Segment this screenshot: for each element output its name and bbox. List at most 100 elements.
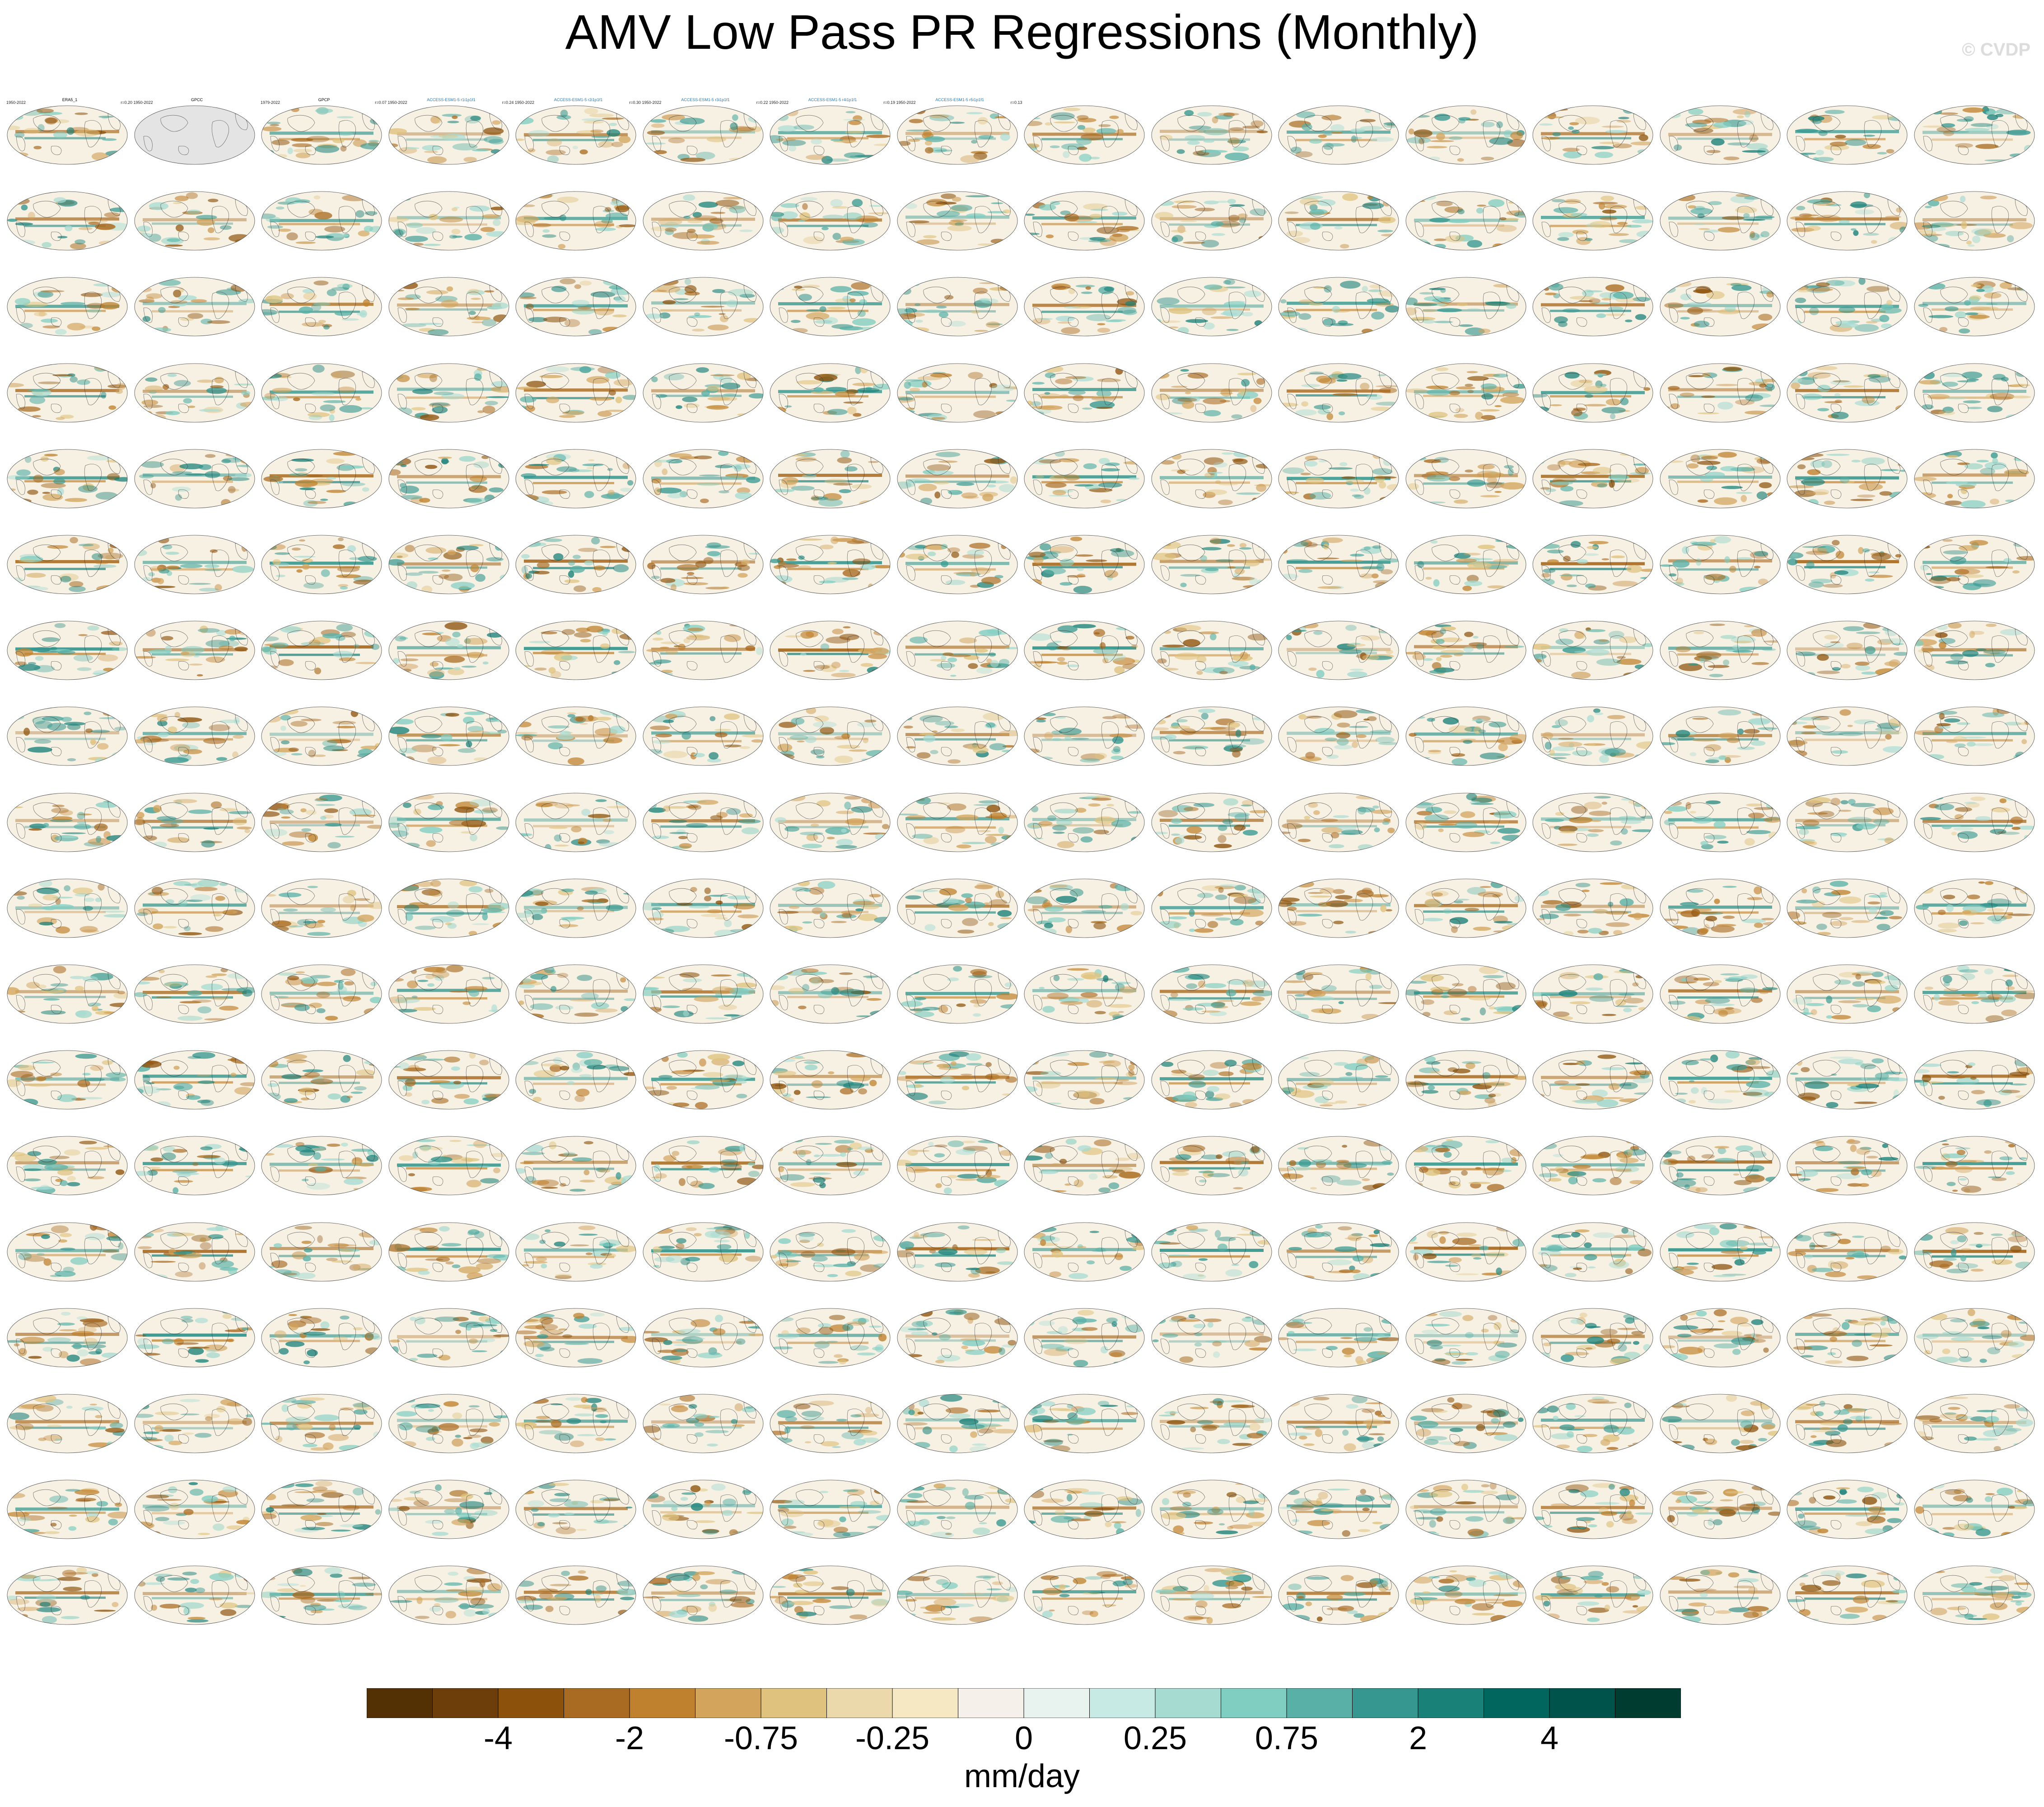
regression-map <box>1024 1222 1145 1281</box>
regression-map <box>1660 1394 1780 1453</box>
map-panel <box>1151 85 1278 171</box>
regression-map <box>770 191 891 251</box>
map-panel <box>6 429 133 514</box>
regression-map <box>1532 964 1653 1024</box>
map-panel <box>1151 343 1278 429</box>
map-panel <box>1659 171 1786 257</box>
regression-map <box>1660 363 1780 422</box>
panel-period-label: 1950-2022 <box>769 100 789 105</box>
regression-map <box>897 535 1017 594</box>
map-panel <box>1151 686 1278 772</box>
regression-map <box>261 1050 382 1110</box>
regression-map <box>643 105 763 165</box>
map-panel <box>1278 1030 1405 1116</box>
map-panel <box>1151 600 1278 686</box>
map-panel <box>1659 1202 1786 1288</box>
regression-map <box>134 793 255 852</box>
regression-map <box>1787 277 1908 336</box>
regression-map <box>261 105 382 165</box>
map-panel: 1950-2022 ACCESS-ESM1-5 r5i1p1f1 r=0.13 <box>896 85 1023 171</box>
regression-map <box>388 1394 509 1453</box>
regression-map <box>897 1565 1017 1625</box>
regression-map <box>897 105 1017 165</box>
regression-map <box>1660 1480 1780 1539</box>
regression-map <box>1660 105 1780 165</box>
map-panel <box>261 429 387 514</box>
regression-map <box>1024 535 1145 594</box>
regression-map <box>1914 706 2035 766</box>
colorbar-tick-label: -4 <box>483 1720 513 1756</box>
map-panel <box>261 1459 387 1545</box>
regression-map <box>1914 793 2035 852</box>
map-panel <box>642 1373 769 1459</box>
regression-map <box>134 1308 255 1368</box>
regression-map <box>1914 191 2035 251</box>
regression-map <box>1660 621 1780 680</box>
map-panel <box>1786 85 1913 171</box>
map-panel <box>1532 171 1659 257</box>
map-panel <box>134 772 261 858</box>
regression-map <box>1024 105 1145 165</box>
colorbar-tick-label: 2 <box>1409 1720 1428 1756</box>
colorbar-swatch <box>629 1688 695 1718</box>
regression-map <box>134 191 255 251</box>
panel-correlation-label: r=0.19 <box>883 100 895 105</box>
map-panel <box>261 1116 387 1201</box>
regression-map <box>261 1480 382 1539</box>
regression-map <box>1787 1308 1908 1368</box>
regression-map <box>643 1222 763 1281</box>
regression-map <box>1787 535 1908 594</box>
map-panel <box>1913 85 2040 171</box>
regression-map <box>261 793 382 852</box>
regression-map <box>1151 191 1272 251</box>
panel-title: ACCESS-ESM1-5 r4i1p1f1 <box>808 98 857 102</box>
regression-map <box>1278 878 1399 938</box>
map-panel <box>1405 858 1532 944</box>
map-panel <box>1659 1459 1786 1545</box>
regression-map <box>515 621 636 680</box>
regression-map <box>1278 1394 1399 1453</box>
map-panel <box>642 772 769 858</box>
map-panel <box>1659 686 1786 772</box>
map-panel <box>1786 514 1913 600</box>
regression-map <box>388 105 509 165</box>
map-panel <box>134 858 261 944</box>
regression-map <box>1278 621 1399 680</box>
map-panel <box>896 257 1023 342</box>
map-panel <box>1151 1459 1278 1545</box>
map-panel <box>642 171 769 257</box>
regression-map <box>134 964 255 1024</box>
map-panel <box>642 858 769 944</box>
regression-map <box>1914 1480 2035 1539</box>
regression-map <box>1532 621 1653 680</box>
map-panel <box>1278 257 1405 342</box>
regression-map <box>1405 1308 1526 1368</box>
regression-map <box>1024 1308 1145 1368</box>
regression-map <box>643 277 763 336</box>
map-panel: 1950-2022 ACCESS-ESM1-5 r3i1p1f1 r=0.22 <box>642 85 769 171</box>
map-panel <box>642 343 769 429</box>
map-panel <box>769 1288 896 1373</box>
map-panel <box>134 1288 261 1373</box>
regression-map <box>7 1308 128 1368</box>
regression-map <box>897 449 1017 509</box>
map-panel <box>1151 944 1278 1030</box>
map-panel <box>1278 1545 1405 1631</box>
regression-map <box>897 191 1017 251</box>
map-panel <box>1786 1459 1913 1545</box>
regression-map <box>515 1050 636 1110</box>
map-panel <box>1278 772 1405 858</box>
map-panel <box>134 1545 261 1631</box>
regression-map <box>1914 964 2035 1024</box>
colorbar-tick-label: 0.25 <box>1123 1720 1187 1756</box>
map-panel <box>388 772 515 858</box>
regression-map <box>1532 449 1653 509</box>
map-panel <box>388 1202 515 1288</box>
map-panel <box>261 1288 387 1373</box>
panel-correlation-label: r=0.13 <box>1010 100 1022 105</box>
regression-map <box>1787 1480 1908 1539</box>
regression-map <box>1405 1565 1526 1625</box>
map-panel <box>134 600 261 686</box>
regression-map <box>515 105 636 165</box>
regression-map <box>7 191 128 251</box>
